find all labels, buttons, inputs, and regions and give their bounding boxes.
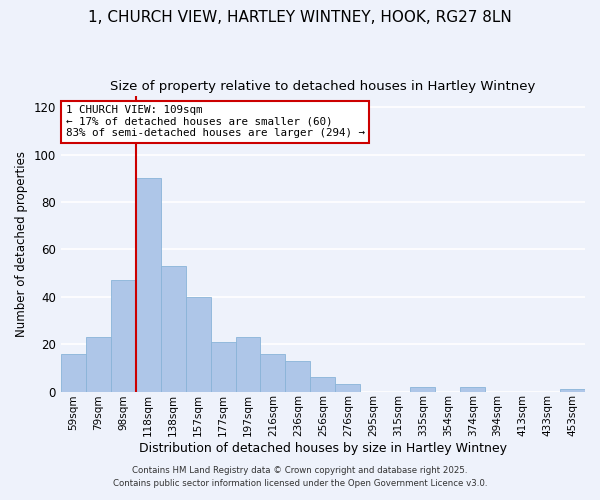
Bar [286, 361, 310, 392]
Bar [335, 384, 361, 392]
Text: 1 CHURCH VIEW: 109sqm
← 17% of detached houses are smaller (60)
83% of semi-deta: 1 CHURCH VIEW: 109sqm ← 17% of detached … [66, 105, 365, 138]
Bar [161, 266, 185, 392]
Bar [61, 354, 86, 392]
Bar [111, 280, 136, 392]
Bar [185, 297, 211, 392]
Bar [136, 178, 161, 392]
Title: Size of property relative to detached houses in Hartley Wintney: Size of property relative to detached ho… [110, 80, 536, 93]
Text: 1, CHURCH VIEW, HARTLEY WINTNEY, HOOK, RG27 8LN: 1, CHURCH VIEW, HARTLEY WINTNEY, HOOK, R… [88, 10, 512, 25]
Bar [460, 387, 485, 392]
Bar [560, 389, 585, 392]
Bar [236, 337, 260, 392]
Bar [260, 354, 286, 392]
Text: Contains HM Land Registry data © Crown copyright and database right 2025.
Contai: Contains HM Land Registry data © Crown c… [113, 466, 487, 487]
X-axis label: Distribution of detached houses by size in Hartley Wintney: Distribution of detached houses by size … [139, 442, 507, 455]
Bar [410, 387, 435, 392]
Bar [211, 342, 236, 392]
Bar [310, 378, 335, 392]
Bar [86, 337, 111, 392]
Y-axis label: Number of detached properties: Number of detached properties [15, 150, 28, 336]
